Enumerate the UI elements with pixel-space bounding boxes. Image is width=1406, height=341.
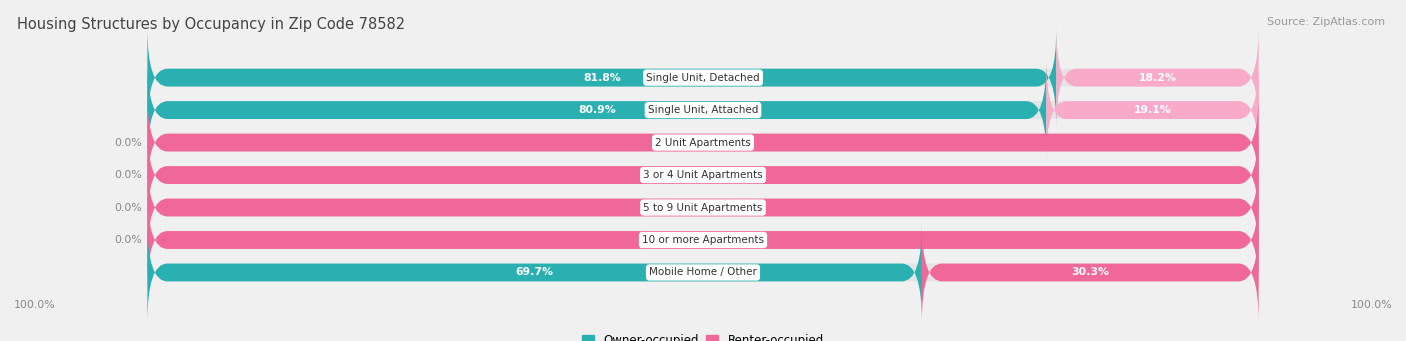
Text: 2 Unit Apartments: 2 Unit Apartments <box>655 137 751 148</box>
FancyBboxPatch shape <box>148 28 1056 127</box>
FancyBboxPatch shape <box>148 158 1258 257</box>
Text: 100.0%: 100.0% <box>681 203 725 212</box>
Text: Single Unit, Attached: Single Unit, Attached <box>648 105 758 115</box>
Text: Single Unit, Detached: Single Unit, Detached <box>647 73 759 83</box>
FancyBboxPatch shape <box>148 223 1258 322</box>
FancyBboxPatch shape <box>1046 61 1258 160</box>
FancyBboxPatch shape <box>148 93 1258 192</box>
Text: 80.9%: 80.9% <box>578 105 616 115</box>
FancyBboxPatch shape <box>148 125 1258 225</box>
FancyBboxPatch shape <box>148 191 1258 290</box>
Text: Source: ZipAtlas.com: Source: ZipAtlas.com <box>1267 17 1385 27</box>
Text: 81.8%: 81.8% <box>583 73 621 83</box>
Text: 0.0%: 0.0% <box>114 203 142 212</box>
FancyBboxPatch shape <box>148 158 1258 257</box>
Text: 100.0%: 100.0% <box>681 137 725 148</box>
FancyBboxPatch shape <box>148 125 1258 225</box>
Legend: Owner-occupied, Renter-occupied: Owner-occupied, Renter-occupied <box>582 334 824 341</box>
FancyBboxPatch shape <box>148 61 1046 160</box>
Text: 0.0%: 0.0% <box>114 170 142 180</box>
Text: 3 or 4 Unit Apartments: 3 or 4 Unit Apartments <box>643 170 763 180</box>
Text: 30.3%: 30.3% <box>1071 267 1109 278</box>
Text: 19.1%: 19.1% <box>1133 105 1171 115</box>
Text: 69.7%: 69.7% <box>516 267 554 278</box>
FancyBboxPatch shape <box>148 223 922 322</box>
FancyBboxPatch shape <box>148 28 1258 127</box>
FancyBboxPatch shape <box>922 223 1258 322</box>
Text: 5 to 9 Unit Apartments: 5 to 9 Unit Apartments <box>644 203 762 212</box>
Text: 100.0%: 100.0% <box>681 170 725 180</box>
Text: 100.0%: 100.0% <box>14 300 56 310</box>
Text: Mobile Home / Other: Mobile Home / Other <box>650 267 756 278</box>
Text: 100.0%: 100.0% <box>681 235 725 245</box>
Text: 0.0%: 0.0% <box>114 235 142 245</box>
Text: 10 or more Apartments: 10 or more Apartments <box>643 235 763 245</box>
Text: Housing Structures by Occupancy in Zip Code 78582: Housing Structures by Occupancy in Zip C… <box>17 17 405 32</box>
Text: 18.2%: 18.2% <box>1139 73 1177 83</box>
FancyBboxPatch shape <box>1056 28 1258 127</box>
FancyBboxPatch shape <box>148 191 1258 290</box>
FancyBboxPatch shape <box>148 93 1258 192</box>
Text: 0.0%: 0.0% <box>114 137 142 148</box>
Text: 100.0%: 100.0% <box>1350 300 1392 310</box>
FancyBboxPatch shape <box>148 61 1258 160</box>
